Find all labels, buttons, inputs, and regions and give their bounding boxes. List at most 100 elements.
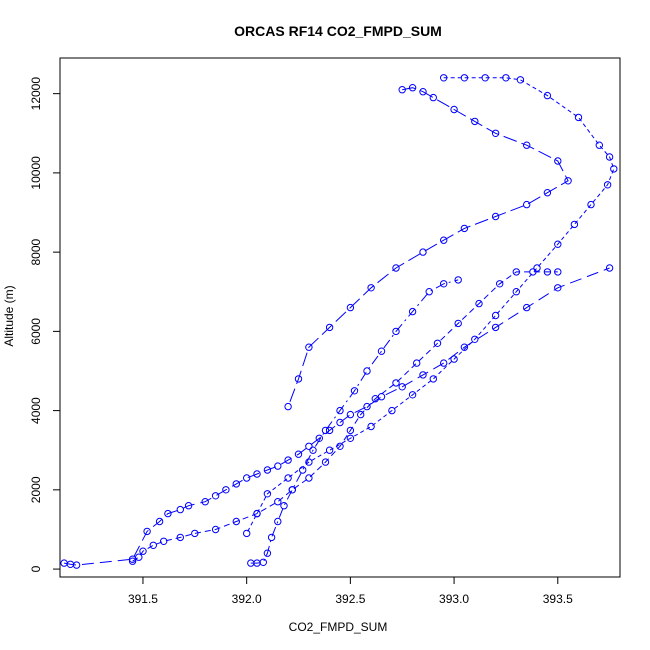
data-point — [610, 165, 618, 173]
data-point — [294, 450, 303, 458]
data-point — [143, 527, 151, 536]
data-point — [475, 299, 483, 308]
data-point — [191, 529, 199, 538]
data-point — [392, 327, 400, 336]
data-point — [263, 490, 272, 498]
data-point — [554, 157, 562, 165]
data-point — [160, 537, 168, 545]
data-point — [523, 303, 531, 312]
data-point — [574, 113, 583, 122]
data-point — [253, 470, 261, 478]
data-point — [471, 335, 479, 343]
data-point — [460, 74, 469, 82]
data-point — [243, 529, 251, 538]
data-point — [419, 371, 427, 379]
series-line — [250, 279, 459, 564]
x-tick-label: 391.5 — [128, 592, 158, 606]
data-point — [280, 502, 288, 510]
data-point — [350, 387, 359, 395]
data-point — [554, 284, 562, 292]
y-axis: 0 2000 4000 6000 8000 10000 12000 — [29, 77, 60, 572]
data-point — [425, 288, 433, 296]
data-point — [496, 280, 504, 288]
series-high-1 — [284, 84, 572, 411]
data-point — [371, 395, 379, 403]
data-point — [512, 268, 520, 276]
data-point — [491, 129, 500, 138]
data-point — [243, 474, 251, 482]
data-point — [253, 509, 261, 518]
data-point — [460, 343, 469, 351]
data-point — [605, 153, 614, 161]
data-point — [135, 553, 143, 561]
chart-title: ORCAS RF14 CO2_FMPD_SUM — [234, 23, 442, 39]
data-point — [543, 268, 552, 276]
data-point — [284, 474, 292, 482]
data-point — [284, 402, 292, 411]
data-point — [413, 359, 421, 367]
data-point — [533, 264, 541, 272]
data-point — [128, 557, 137, 565]
data-point — [176, 533, 185, 542]
y-axis-label: Altitude (m) — [2, 285, 16, 346]
data-point — [392, 379, 400, 387]
data-point — [321, 458, 330, 466]
data-point — [377, 347, 386, 355]
data-point — [232, 480, 241, 488]
data-point — [450, 105, 458, 114]
data-point — [454, 319, 462, 328]
data-point — [398, 86, 406, 94]
x-axis: 391.5 392.0 392.5 393.0 393.5 — [128, 577, 573, 606]
y-tick-label: 4000 — [29, 397, 43, 424]
data-point — [523, 141, 531, 149]
data-point — [321, 426, 330, 435]
series-line — [132, 271, 558, 562]
data-point — [294, 375, 303, 383]
data-point — [491, 323, 500, 332]
data-point — [263, 549, 272, 557]
data-point — [408, 307, 417, 316]
data-point — [288, 486, 296, 494]
data-point — [491, 311, 500, 320]
series-ascent-2 — [247, 276, 462, 567]
data-point — [232, 517, 241, 526]
series-layer — [60, 74, 618, 569]
data-point — [263, 466, 272, 474]
data-point — [357, 410, 365, 419]
data-point — [460, 224, 469, 233]
data-point — [605, 264, 614, 272]
data-point — [388, 406, 396, 415]
data-point — [433, 339, 442, 347]
data-point — [222, 486, 230, 494]
data-point — [346, 410, 355, 419]
x-axis-label: CO2_FMPD_SUM — [289, 620, 388, 634]
data-point — [367, 284, 375, 292]
series-line — [64, 267, 610, 566]
data-point — [440, 280, 448, 288]
data-point — [325, 446, 334, 454]
data-point — [554, 268, 562, 276]
series-ascent-1 — [128, 268, 562, 565]
data-point — [440, 359, 448, 367]
x-tick-label: 393.5 — [543, 592, 573, 606]
data-point — [554, 240, 562, 248]
data-point — [512, 288, 520, 296]
data-point — [267, 533, 276, 542]
data-point — [305, 442, 313, 450]
series-line — [287, 87, 569, 407]
data-point — [346, 303, 355, 312]
y-tick-label: 8000 — [29, 238, 43, 265]
y-tick-label: 6000 — [29, 318, 43, 345]
y-tick-label: 12000 — [29, 77, 43, 111]
data-point — [309, 446, 317, 454]
data-point — [419, 88, 427, 96]
series-line — [246, 77, 615, 534]
data-point — [408, 84, 417, 92]
data-point — [305, 474, 313, 482]
x-tick-label: 392.0 — [232, 592, 262, 606]
series-descent-1 — [60, 264, 614, 569]
data-point — [274, 517, 282, 526]
x-tick-label: 392.5 — [335, 592, 365, 606]
data-point — [564, 177, 572, 185]
